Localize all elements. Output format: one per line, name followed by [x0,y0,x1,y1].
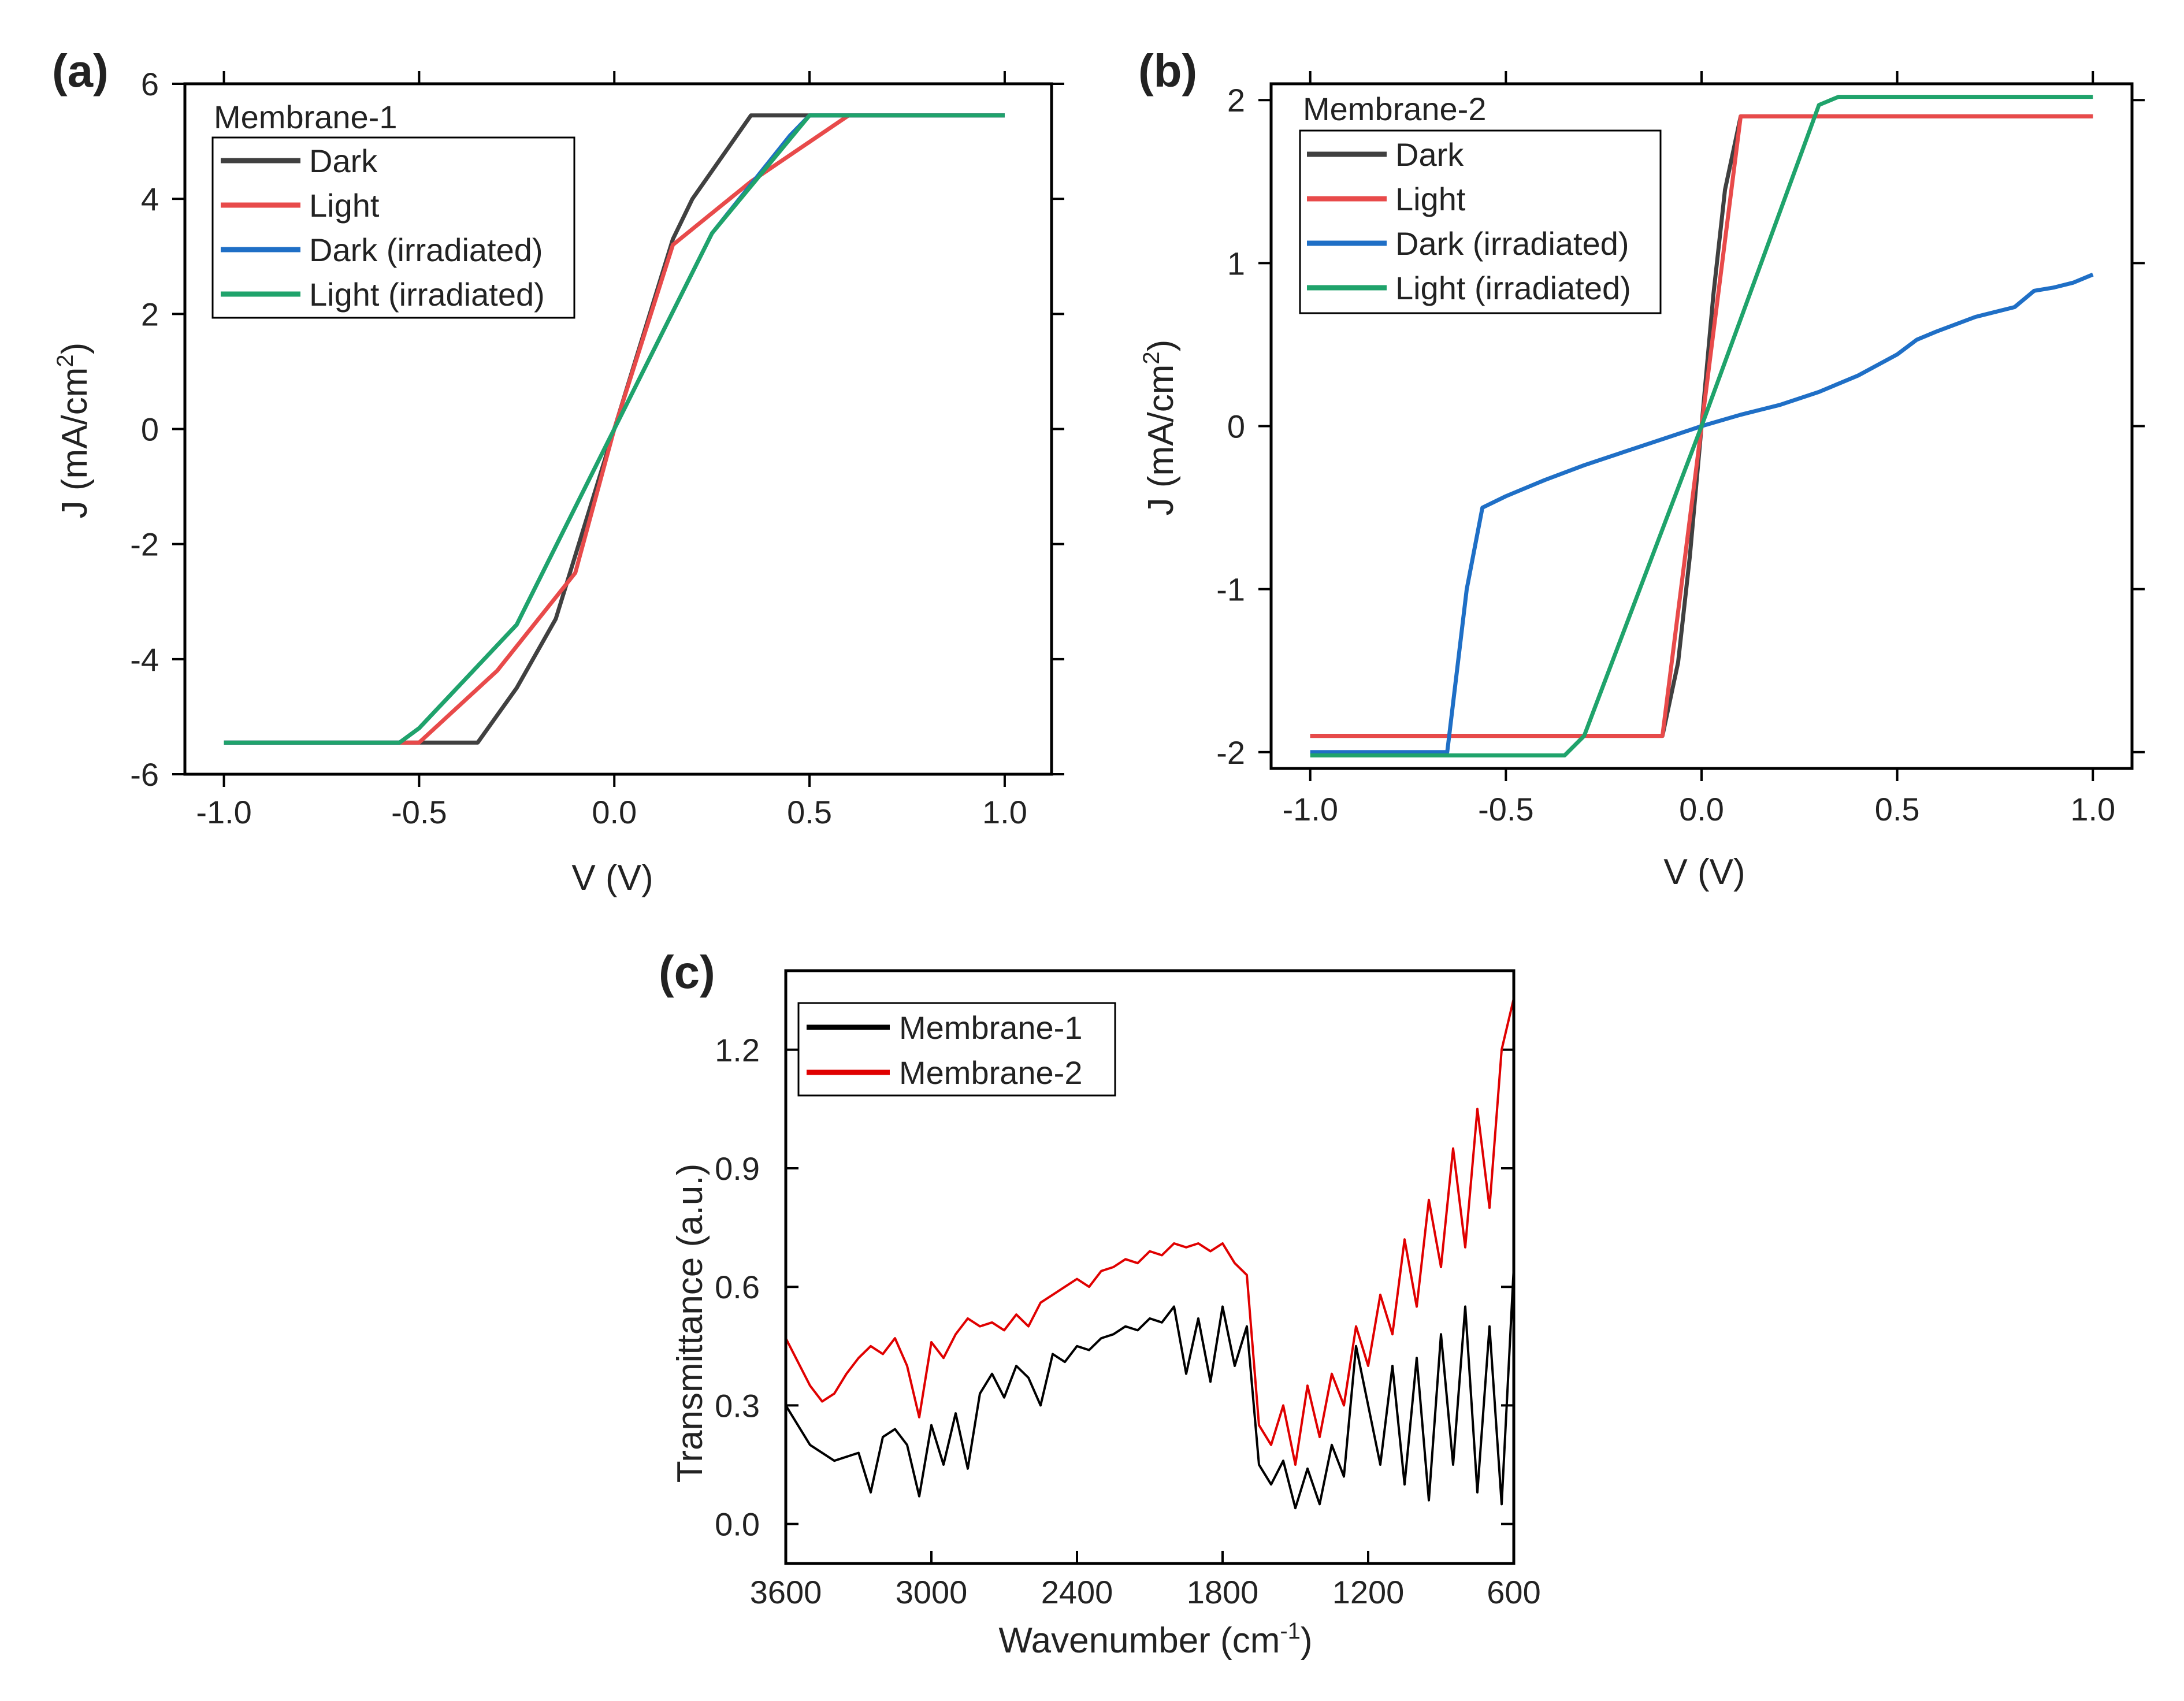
y-tick-label-c-0: 0.0 [715,1506,760,1543]
x-tick-label-b-0: -1.0 [1282,791,1338,827]
series-line-b-2 [1310,272,2094,755]
series-group-c [785,998,1515,1510]
legend-label-c-1: Membrane-2 [899,1054,1082,1091]
legend-label-a-2: Dark (irradiated) [309,232,543,268]
legend-label-c-0: Membrane-1 [899,1009,1082,1046]
y-tick-label-a-6: 6 [141,66,159,102]
y-tick-label-b-4: 2 [1227,82,1245,118]
legend-b: Membrane-2 Dark Light Dark (irradiated) … [1299,91,1662,314]
series-line-c-0 [785,1267,1515,1510]
legend-box-c [797,1002,1116,1097]
x-tick-label-c-2: 2400 [1041,1574,1113,1610]
y-tick-label-b-2: 0 [1227,408,1245,445]
series-line-b-3 [1310,95,2093,757]
legend-label-a-1: Light [309,187,380,224]
plot-frame-c [784,969,1516,1565]
x-tick-label-a-2: 0.0 [592,794,637,830]
series-line-a-3 [224,113,1005,745]
panel-b: (b) -1.0 -0.5 0.0 0.5 1.0 -2 -1 0 1 2 V (V) J (mA… [1138,45,2145,892]
x-tick-label-b-2: 0.0 [1679,791,1724,827]
y-tick-label-b-1: -1 [1216,571,1245,608]
y-tick-label-a-5: 4 [141,181,159,217]
x-tick-label-a-3: 0.5 [787,794,832,830]
series-group-b [1310,95,2094,757]
y-tick-label-a-1: -4 [130,641,159,678]
y-tick-label-a-3: 0 [141,411,159,448]
legend-label-a-0: Dark [309,143,378,179]
legend-label-a-3: Light (irradiated) [309,276,545,313]
panel-label-b: (b) [1138,45,1197,96]
y-tick-label-c-3: 0.9 [715,1150,760,1187]
y-tick-label-c-2: 0.6 [715,1269,760,1305]
legend-label-b-0: Dark [1395,136,1464,173]
x-tick-label-c-5: 600 [1487,1574,1540,1610]
x-tick-label-c-0: 3600 [750,1574,822,1610]
x-axis-label-a: V (V) [571,858,653,898]
x-tick-label-a-4: 1.0 [982,794,1027,830]
panel-label-c: (c) [659,946,715,998]
y-axis-label-a: J (mA/cm2) [53,343,95,519]
x-tick-label-c-1: 3000 [896,1574,968,1610]
plot-frame-b [1269,82,2134,770]
y-tick-label-c-4: 1.2 [715,1032,760,1068]
legend-a: Membrane-1 Dark Light Dark (irradiated) … [211,99,575,319]
legend-label-b-1: Light [1395,181,1466,217]
x-tick-label-b-1: -0.5 [1478,791,1534,827]
legend-box-b [1299,129,1662,314]
plot-frame-a [183,82,1053,776]
y-tick-label-a-2: -2 [130,526,159,563]
legend-label-b-3: Light (irradiated) [1395,270,1631,306]
x-tick-label-c-4: 1200 [1332,1574,1405,1610]
legend-title-b: Membrane-2 [1303,91,1486,127]
x-tick-label-c-3: 1800 [1187,1574,1259,1610]
panel-a: (a) -1.0 -0.5 0.0 0.5 1.0 -6 -4 -2 0 2 4 6 V (V) J … [52,45,1064,898]
legend-label-b-2: Dark (irradiated) [1395,225,1629,262]
x-axis-label-c: Wavenumber (cm-1) [998,1618,1312,1661]
x-tick-label-b-4: 1.0 [2070,791,2115,827]
panel-label-a: (a) [52,45,109,96]
legend-title-a: Membrane-1 [214,99,397,135]
y-tick-label-a-4: 2 [141,296,159,332]
y-axis-label-c: Transmittance (a.u.) [670,1164,710,1483]
x-tick-label-a-1: -0.5 [391,794,447,830]
legend-c: Membrane-1 Membrane-2 [797,1002,1116,1097]
series-group-a [224,113,1005,745]
y-tick-label-b-0: -2 [1216,734,1245,771]
x-tick-label-a-0: -1.0 [196,794,252,830]
y-axis-label-b: J (mA/cm2) [1139,340,1181,516]
panel-c: (c) 3600 3000 2400 1800 1200 600 0.0 0.3 0.6 0.9 1… [659,946,1541,1661]
y-tick-label-c-1: 0.3 [715,1387,760,1424]
x-axis-label-b: V (V) [1663,852,1745,892]
legend-box-a [211,136,575,319]
y-tick-label-a-0: -6 [130,756,159,793]
y-tick-label-b-3: 1 [1227,245,1245,281]
x-tick-label-b-3: 0.5 [1875,791,1920,827]
series-line-c-1 [785,998,1515,1466]
